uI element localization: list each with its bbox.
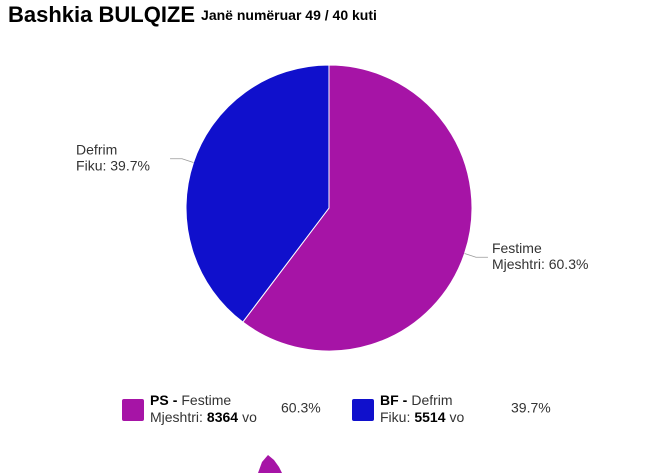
leader-line (464, 253, 488, 258)
chart-title: Bashkia BULQIZE Janë numëruar 49 / 40 kut… (8, 2, 377, 27)
slice-label: Fiku: 39.7% (76, 157, 150, 173)
slice-label: Defrim (76, 141, 117, 157)
pie-slice (242, 64, 473, 352)
legend-vote-count: 8364 (207, 409, 238, 425)
legend-separator: - (173, 392, 178, 408)
legend-party: BF (380, 392, 399, 408)
legend-name: PS - Festime (150, 392, 231, 408)
legend-party: PS (150, 392, 169, 408)
slice-label: Festime (492, 240, 542, 256)
leader-line (170, 158, 194, 163)
legend-votes: Mjeshtri: 8364 vo (150, 409, 257, 425)
map-fragment (258, 455, 282, 473)
subtitle: Janë numëruar 49 / 40 kuti (201, 7, 377, 23)
legend-swatch (122, 399, 144, 421)
legend-unit: vo (450, 409, 465, 425)
legend-separator: - (403, 392, 408, 408)
legend-swatch (352, 399, 374, 421)
legend-name-line: Festime (181, 392, 231, 408)
legend-name-line: Defrim (411, 392, 452, 408)
legend-unit: vo (242, 409, 257, 425)
legend-vote-count: 5514 (414, 409, 445, 425)
legend-votes: Fiku: 5514 vo (380, 409, 465, 425)
legend-name-line: Mjeshtri: (150, 409, 203, 425)
title: Bashkia BULQIZE (8, 2, 195, 27)
legend-share: 39.7% (511, 400, 551, 416)
legend-name-line: Fiku: (380, 409, 410, 425)
legend-share: 60.3% (281, 400, 321, 416)
legend-name: BF - Defrim (380, 392, 453, 408)
slice-label: Mjeshtri: 60.3% (492, 256, 588, 272)
